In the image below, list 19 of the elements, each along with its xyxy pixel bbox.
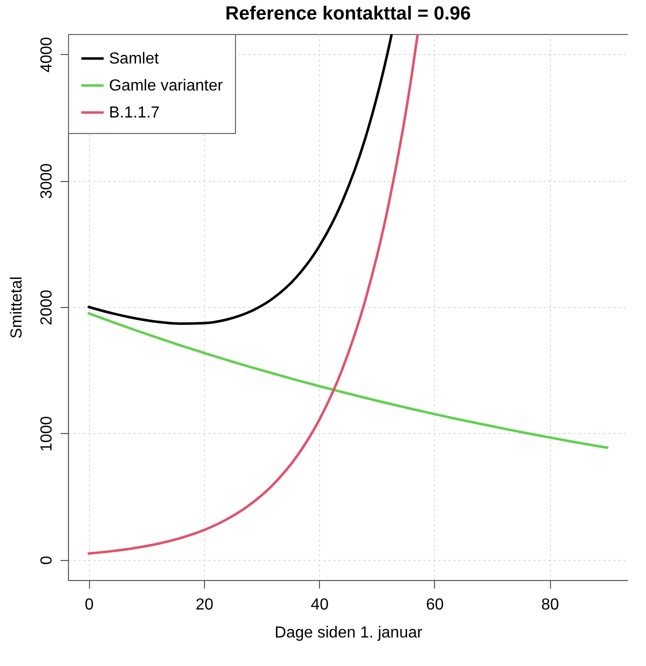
line-series: [87, 34, 393, 325]
x-tick-label: 0: [84, 596, 94, 614]
x-tick-label: 20: [196, 596, 214, 614]
y-tick-label: 1000: [38, 416, 56, 452]
legend-label: Samlet: [109, 50, 160, 68]
y-tick-label: 3000: [38, 163, 56, 199]
line-series: [87, 312, 609, 449]
y-tick-label: 0: [38, 556, 56, 565]
x-tick-label: 80: [541, 596, 560, 614]
x-tick-label: 40: [310, 596, 329, 614]
x-axis-title: Dage siden 1. januar: [274, 624, 423, 642]
legend-label: B.1.1.7: [109, 104, 160, 122]
y-tick-label: 2000: [38, 290, 56, 326]
line-series: [87, 34, 419, 555]
y-axis-title: Smittetal: [8, 276, 26, 339]
x-tick-label: 60: [426, 596, 444, 614]
y-tick-label: 4000: [38, 36, 56, 73]
chart-title: Reference kontakttal = 0.96: [225, 4, 471, 24]
legend-label: Gamle varianter: [109, 78, 224, 94]
